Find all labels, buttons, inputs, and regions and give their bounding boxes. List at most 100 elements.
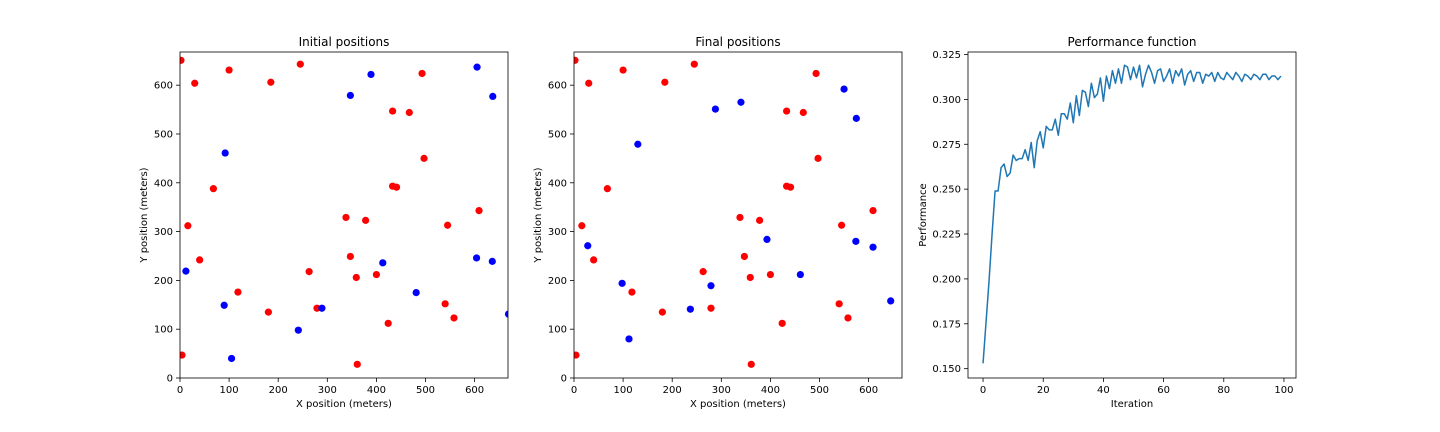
red-point	[658, 308, 666, 316]
red-point	[690, 60, 698, 68]
red-point	[372, 270, 381, 279]
chart-final-positions: Final positions 0 100 200 300 400 500 600 0 100 20…	[533, 35, 903, 410]
red-point	[766, 270, 775, 279]
x-tick-label: 300	[318, 385, 337, 396]
red-point	[305, 268, 313, 276]
red-point	[814, 154, 822, 162]
red-point	[746, 273, 754, 282]
red-point	[418, 69, 426, 78]
red-point	[835, 300, 843, 308]
blue-point	[318, 304, 326, 312]
blue-point	[379, 259, 387, 267]
x-axis-label: Iteration	[1111, 399, 1153, 410]
blue-point	[472, 254, 481, 262]
blue-point	[711, 105, 720, 113]
y-tick-label: 300	[548, 227, 567, 238]
x-tick-label: 400	[761, 385, 780, 396]
red-point	[603, 185, 611, 193]
red-point	[353, 360, 361, 368]
blue-point	[707, 282, 715, 290]
red-point	[661, 78, 669, 86]
chart-title: Initial positions	[299, 35, 390, 49]
red-point	[196, 256, 204, 264]
x-tick-label: 80	[1217, 385, 1230, 396]
red-point	[225, 66, 233, 74]
x-tick-label: 0	[177, 385, 183, 396]
x-tick-label: 400	[367, 385, 386, 396]
y-tick-label: 100	[548, 325, 567, 336]
y-tick-label: 100	[154, 325, 173, 336]
y-tick-label: 0.150	[932, 364, 961, 375]
red-point	[180, 56, 185, 64]
red-point	[590, 256, 598, 264]
blue-point	[346, 91, 354, 100]
plot-area	[982, 64, 1282, 364]
blue-point	[634, 140, 642, 148]
blue-point	[182, 267, 190, 275]
plot-area	[180, 56, 508, 368]
blue-point	[412, 288, 420, 297]
y-axis-label: Y position (meters)	[139, 167, 150, 263]
red-point	[786, 183, 795, 191]
blue-point	[686, 305, 694, 313]
x-tick-label: 100	[220, 385, 239, 396]
x-axis-label: X position (meters)	[296, 399, 392, 410]
blue-point	[584, 242, 592, 250]
y-tick-label: 400	[548, 178, 567, 189]
x-tick-label: 500	[810, 385, 829, 396]
y-tick-label: 0.175	[932, 319, 961, 330]
red-point	[778, 319, 786, 327]
red-point	[405, 108, 413, 117]
red-point	[362, 216, 370, 224]
y-tick-label: 0.325	[932, 50, 961, 61]
red-point	[346, 252, 354, 261]
blue-point	[367, 70, 375, 79]
red-point	[392, 183, 401, 191]
red-point	[420, 154, 428, 162]
red-point	[869, 207, 877, 215]
red-point	[838, 221, 846, 229]
red-point	[740, 252, 748, 261]
x-tick-label: 0	[571, 385, 577, 396]
blue-point	[852, 237, 860, 245]
red-point	[628, 288, 636, 296]
red-point	[619, 66, 627, 74]
red-point	[747, 360, 755, 368]
red-point	[441, 300, 449, 308]
x-tick-label: 40	[1097, 385, 1110, 396]
y-tick-label: 0	[167, 374, 173, 385]
y-tick-label: 0.250	[932, 185, 961, 196]
red-point	[756, 216, 764, 224]
blue-point	[840, 85, 848, 93]
red-point	[264, 308, 272, 316]
y-tick-label: 500	[154, 129, 173, 140]
y-tick-label: 500	[548, 129, 567, 140]
blue-point	[887, 297, 895, 305]
red-point	[844, 314, 852, 322]
y-tick-label: 200	[154, 276, 173, 287]
red-point	[574, 56, 579, 64]
red-point	[384, 319, 392, 327]
x-axis-label: X position (meters)	[690, 399, 786, 410]
red-point	[352, 273, 360, 282]
red-point	[180, 351, 186, 359]
axes-frame	[573, 51, 903, 379]
blue-point	[488, 257, 496, 265]
red-point	[707, 304, 715, 312]
y-tick-label: 300	[154, 227, 173, 238]
red-point	[450, 314, 458, 322]
x-tick-label: 300	[712, 385, 731, 396]
red-point	[209, 185, 217, 193]
x-tick-label: 600	[859, 385, 878, 396]
chart-title: Performance function	[1068, 35, 1197, 49]
x-tick-label: 200	[663, 385, 682, 396]
red-point	[234, 288, 242, 296]
axes-frame	[967, 51, 1297, 379]
x-tick-label: 500	[416, 385, 435, 396]
red-point	[475, 207, 483, 215]
red-point	[296, 60, 304, 68]
chart-performance-function: Performance function 0 20 40 60 80 100 0.150 0.1…	[918, 35, 1297, 410]
red-point	[578, 222, 586, 230]
x-tick-label: 600	[465, 385, 484, 396]
blue-point	[869, 243, 877, 251]
